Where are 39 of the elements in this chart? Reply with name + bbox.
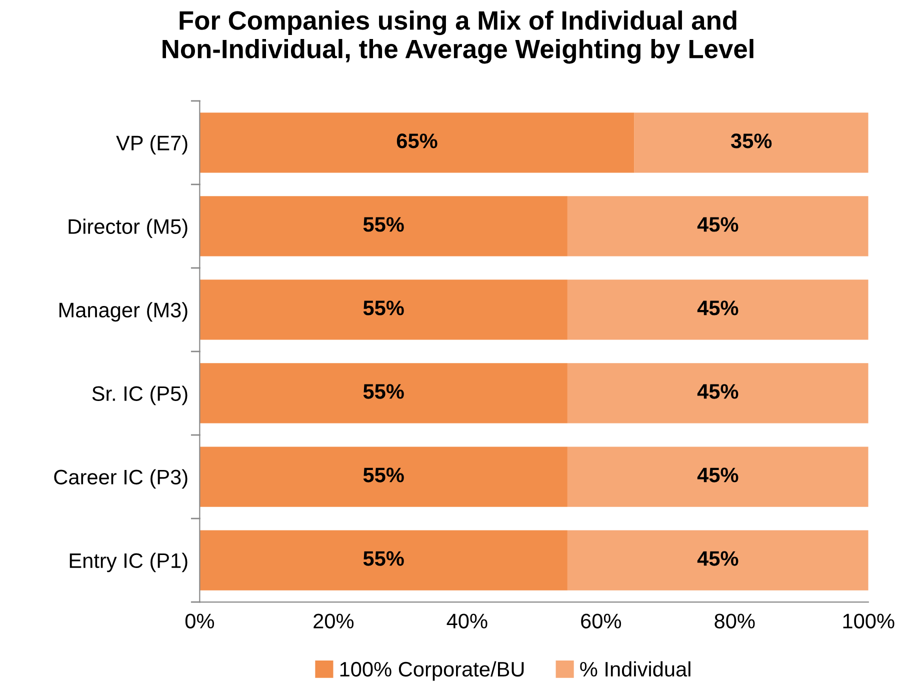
- y-tick-label: VP (E7): [116, 135, 188, 155]
- data-label: 45%: [697, 384, 738, 399]
- bar: [200, 112, 634, 173]
- data-label: 65%: [396, 134, 438, 148]
- bar: [200, 280, 568, 340]
- bar: [200, 196, 568, 256]
- bar: [567, 363, 868, 424]
- data-label: 55%: [363, 468, 404, 482]
- legend-label: 100% Corporate/BU: [340, 661, 524, 681]
- data-label: 55%: [363, 384, 404, 399]
- y-tick-label: Entry IC (P1): [70, 552, 188, 572]
- y-tick-label: Sr. IC (P5): [92, 386, 188, 406]
- data-label: 45%: [697, 217, 738, 232]
- data-label: 45%: [697, 468, 738, 482]
- bar: [567, 530, 868, 590]
- x-tick-label: 100%: [843, 614, 894, 628]
- data-label: 35%: [730, 134, 772, 148]
- chart-title: For Companies using a Mix of Individual and Non-Individual, the Average Weighting by Level: [162, 10, 754, 64]
- x-tick-label: 40%: [446, 614, 488, 628]
- x-tick-label: 60%: [581, 614, 622, 628]
- y-tick-label: Career IC (P3): [54, 469, 188, 489]
- data-label: 55%: [363, 217, 404, 232]
- bar: [200, 446, 568, 507]
- x-tick-label: 0%: [185, 614, 214, 628]
- bar: [634, 112, 868, 173]
- y-tick-label: Manager (M3): [59, 302, 188, 322]
- data-label: 55%: [363, 300, 404, 316]
- x-tick-label: 20%: [314, 614, 354, 628]
- bar: [200, 363, 568, 424]
- bar: [567, 196, 868, 256]
- y-tick-label: Director (M5): [68, 218, 188, 238]
- x-tick-label: 80%: [714, 614, 755, 628]
- bar: [567, 446, 868, 507]
- data-label: 55%: [363, 551, 404, 566]
- bar: [567, 280, 868, 340]
- data-label: 45%: [697, 551, 738, 566]
- bar: [200, 530, 568, 590]
- legend-label: % Individual: [580, 661, 690, 677]
- data-label: 45%: [697, 300, 738, 316]
